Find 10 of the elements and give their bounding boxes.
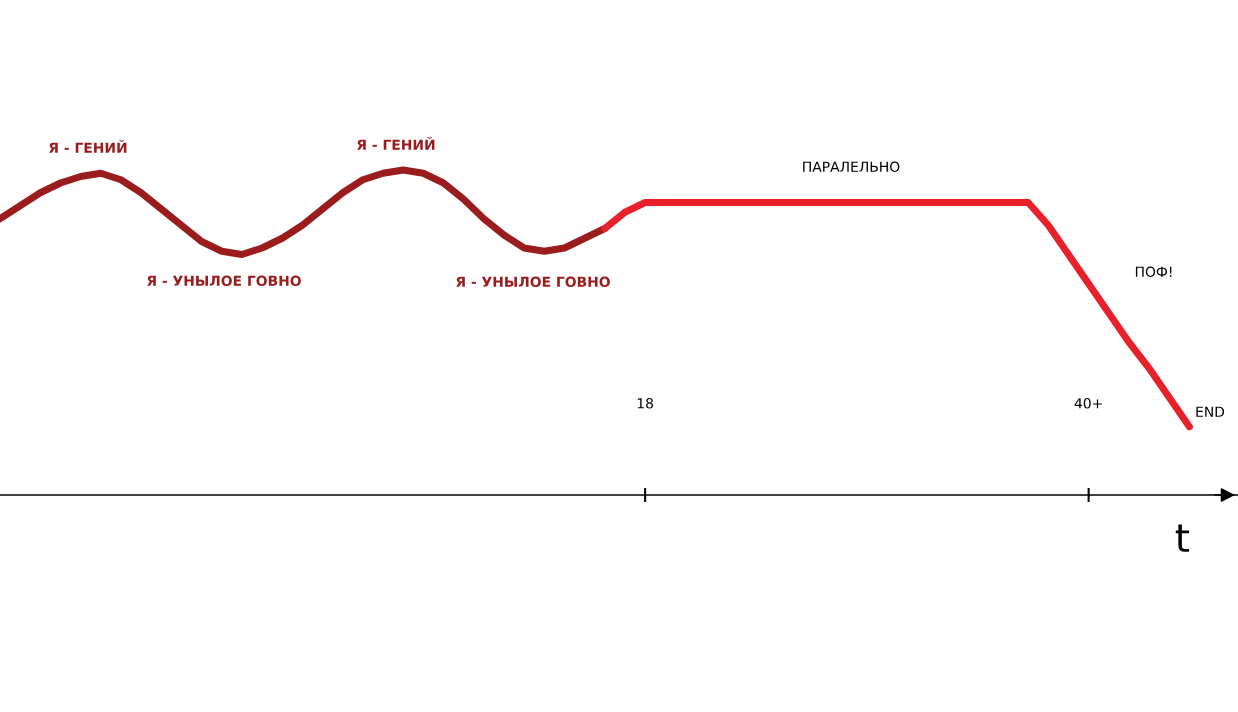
annotation: END [1196,406,1225,417]
annotation: ПОФ! [1135,266,1172,278]
text: Я - ГЕНИЙ [357,136,435,150]
annotation: ПАРАЛЕЛЬНО [803,161,900,173]
x-axis-title: t [1175,524,1190,552]
annotation: Я - УНЫЛОЕ ГОВНО [147,275,301,287]
text: Я - ГЕНИЙ [49,139,127,153]
x-tick-label: 18 [637,398,654,409]
annotation: Я - УНЫЛОЕ ГОВНО [456,276,610,288]
x-tick-label: 40+ [1074,398,1102,409]
